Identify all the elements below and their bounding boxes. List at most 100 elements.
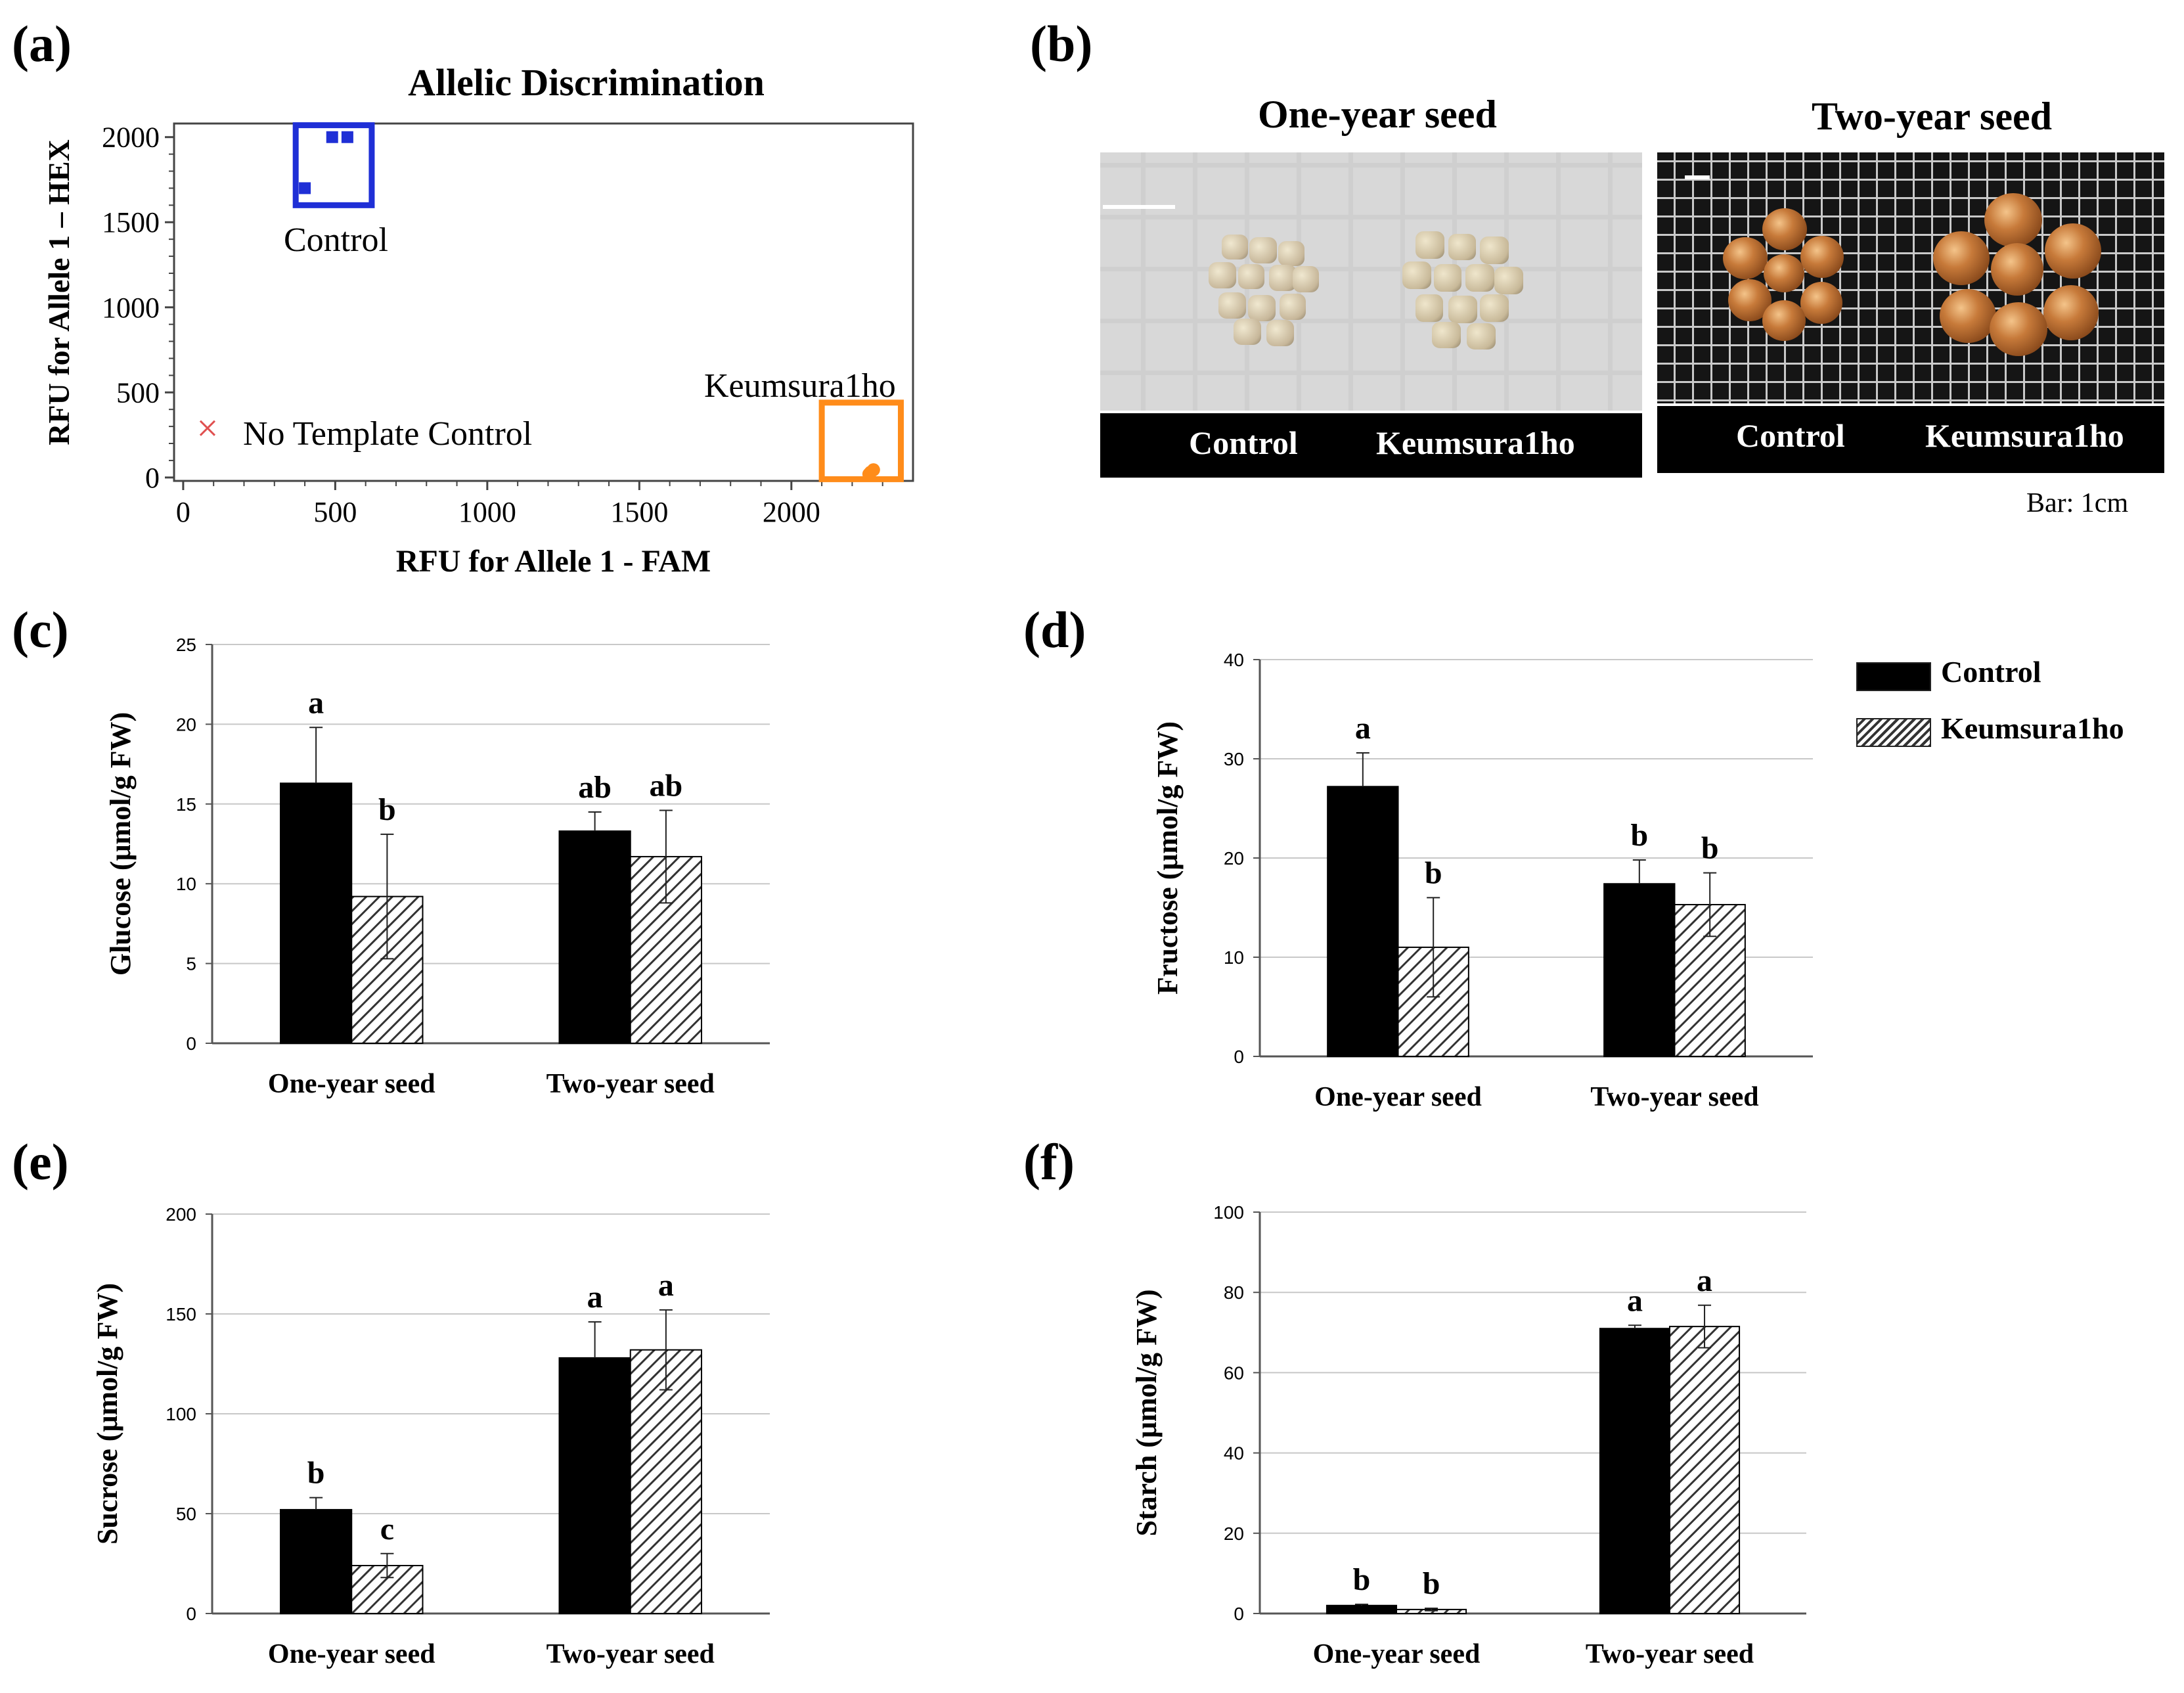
significance-letter: c	[380, 1512, 394, 1546]
cluster-box-keumsura1ho	[818, 399, 904, 482]
panel-label-e: (e)	[12, 1133, 69, 1190]
seed	[1465, 264, 1494, 292]
significance-letter: b	[307, 1456, 325, 1491]
starch-bar-chart: 0 20 40 60 80 100 Starch (μmol/g FW) One-year s…	[1130, 1202, 1806, 1669]
acorn	[1991, 243, 2043, 296]
control-acorn-cluster	[1723, 208, 1848, 341]
acorn	[1764, 254, 1804, 292]
y-tick-label: 1500	[102, 206, 160, 238]
bar-keumsura1ho	[629, 1349, 702, 1614]
category-label: One-year seed	[1314, 1082, 1482, 1112]
y-tick-label: 0	[1234, 1604, 1244, 1624]
acorn	[2043, 285, 2099, 340]
glucose-bar-chart: 0 5 10 15 20 25 Glucose (μmol/g FW) One-year se…	[104, 635, 770, 1099]
seed	[1238, 264, 1264, 289]
legend-label-control: Control	[1941, 655, 2041, 688]
photo-caption-bar: Control Keumsura1ho	[1100, 411, 1642, 478]
acorn	[1723, 237, 1768, 279]
y-tick-label: 5	[186, 954, 196, 974]
y-tick-label: 15	[176, 794, 196, 815]
one-year-seed-photo: Control Keumsura1ho	[1100, 152, 1642, 478]
category-label: One-year seed	[1313, 1639, 1481, 1669]
scale-bar	[1103, 205, 1175, 209]
x-tick-label: 1000	[458, 496, 516, 528]
y-axis-label: Sucrose (μmol/g FW)	[91, 1283, 123, 1545]
bar-control	[1326, 1604, 1398, 1615]
y-tick-label: 1000	[102, 292, 160, 324]
seed	[1209, 262, 1236, 288]
scale-bar	[1685, 175, 1710, 179]
annotation-ntc: No Template Control	[243, 415, 532, 453]
legend-label-mutant: Keumsura1ho	[1941, 711, 2124, 745]
y-tick-label: 50	[176, 1504, 196, 1524]
y-tick-label: 10	[176, 874, 196, 894]
y-tick-label: 100	[1213, 1202, 1244, 1223]
panel-label-b: (b)	[1030, 15, 1093, 72]
seed	[1218, 292, 1246, 319]
y-tick-label: 40	[1224, 650, 1244, 670]
seed	[1402, 261, 1431, 289]
y-tick-label: 0	[145, 462, 160, 494]
panel-label-a: (a)	[12, 15, 72, 72]
allelic-discrimination-chart: 0 500 1000 1500 2000 0 500 1000 1500 2000 Allelic …	[42, 61, 914, 579]
seed	[1293, 266, 1319, 292]
photo-title-two-year: Two-year seed	[1812, 95, 2053, 138]
category-label: Two-year seed	[546, 1069, 715, 1099]
acorn	[1933, 231, 1990, 285]
caption-mutant: Keumsura1ho	[1376, 424, 1575, 461]
y-tick-label: 2000	[102, 122, 160, 154]
y-tick-label: 100	[166, 1404, 196, 1424]
y-tick-label: 0	[186, 1604, 196, 1624]
mutant-acorn-cluster	[1933, 193, 2101, 364]
caption-control: Control	[1736, 417, 1845, 454]
category-label: Two-year seed	[546, 1639, 715, 1669]
significance-letter: b	[1630, 818, 1648, 853]
data-point-control	[341, 131, 353, 143]
y-axis-label: Starch (μmol/g FW)	[1130, 1289, 1163, 1536]
legend-swatch-control	[1856, 662, 1931, 691]
seed	[1467, 323, 1496, 350]
y-axis-label: Fructose (μmol/g FW)	[1151, 721, 1184, 995]
significance-letter: b	[378, 792, 396, 827]
acorn	[1990, 302, 2047, 356]
seed	[1434, 264, 1461, 292]
significance-letter: b	[1423, 1566, 1440, 1601]
caption-mutant: Keumsura1ho	[1925, 417, 2124, 454]
significance-letter: a	[1697, 1263, 1712, 1298]
seed	[1280, 294, 1306, 320]
photo-caption-bar: Control Keumsura1ho	[1657, 403, 2164, 473]
x-axis-label: RFU for Allele 1 - FAM	[396, 544, 711, 579]
bar-control	[1599, 1328, 1670, 1614]
seed	[1480, 294, 1509, 322]
significance-letter: a	[1355, 711, 1371, 746]
bar-control	[1603, 883, 1676, 1057]
y-axis-label: Glucose (μmol/g FW)	[104, 712, 137, 976]
annotation-keumsura1ho: Keumsura1ho	[704, 367, 896, 405]
category-label: Two-year seed	[1586, 1639, 1754, 1669]
y-tick-label: 20	[1224, 1524, 1244, 1544]
significance-letter: b	[1425, 855, 1442, 890]
significance-letter: b	[1701, 831, 1719, 866]
scale-note: Bar: 1cm	[2026, 488, 2129, 518]
x-tick-label: 500	[313, 496, 357, 528]
bar-control	[280, 1508, 353, 1614]
bar-control	[558, 830, 631, 1045]
data-point-keumsura1ho	[862, 467, 876, 481]
data-point-control	[299, 182, 311, 194]
significance-letter: ab	[650, 769, 683, 803]
seed	[1415, 294, 1443, 322]
caption-control: Control	[1189, 424, 1298, 461]
seed	[1249, 237, 1277, 263]
seed	[1222, 235, 1248, 260]
y-tick-label: 60	[1224, 1363, 1244, 1383]
plot-frame	[173, 122, 914, 482]
bar-control	[1327, 786, 1399, 1058]
bar-control	[280, 782, 353, 1044]
acorn	[1762, 300, 1806, 341]
y-tick-label: 0	[186, 1033, 196, 1054]
chart-title: Allelic Discrimination	[408, 61, 765, 104]
panel-label-d: (d)	[1023, 601, 1086, 658]
x-tick-label: 0	[176, 496, 190, 528]
seed	[1266, 320, 1294, 346]
